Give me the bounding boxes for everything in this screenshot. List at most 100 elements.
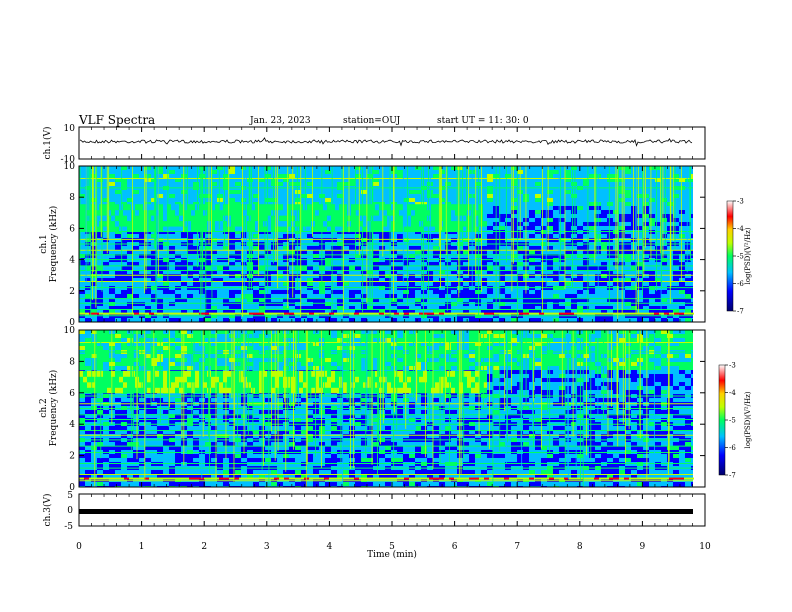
spectrogram-cell xyxy=(607,222,613,226)
emission-band-cell xyxy=(243,220,247,227)
spectrogram-cell xyxy=(451,246,457,250)
spectrogram-cell xyxy=(475,250,481,254)
spectrogram-cell xyxy=(601,310,607,314)
spectrogram-cell xyxy=(559,234,565,238)
spectrogram-cell xyxy=(151,178,157,182)
spectrogram-cell xyxy=(325,166,331,170)
emission-band-cell xyxy=(483,220,487,227)
spectrogram-cell xyxy=(103,190,109,194)
emission-band-cell xyxy=(443,226,447,233)
spectrogram-cell xyxy=(499,214,505,218)
spectrogram-cell xyxy=(103,194,109,198)
spectrogram-cell xyxy=(547,218,553,222)
spectrogram-cell xyxy=(223,190,229,194)
emission-band-cell xyxy=(267,209,271,216)
spectrogram-cell xyxy=(571,238,577,242)
spectrogram-cell xyxy=(349,190,355,194)
spectrogram-cell xyxy=(247,310,253,314)
emission-band-cell xyxy=(475,215,479,222)
emission-band-cell xyxy=(127,215,131,222)
emission-band-cell xyxy=(391,226,395,233)
spectrogram-cell xyxy=(409,290,415,294)
spectrogram-cell xyxy=(649,250,655,254)
spectrogram-cell xyxy=(637,206,643,210)
spectrogram-cell xyxy=(109,266,115,270)
spectrogram-cell xyxy=(211,174,217,178)
spectrogram-cell xyxy=(85,442,91,446)
emission-band-cell xyxy=(331,209,335,216)
spectrogram-cell xyxy=(205,278,211,282)
spectrogram-cell xyxy=(331,274,337,278)
spectrogram-cell xyxy=(229,178,235,182)
spectrogram-cell xyxy=(505,262,511,266)
emission-band-cell xyxy=(127,220,131,227)
spectrogram-cell xyxy=(295,202,301,206)
spectrogram-cell xyxy=(91,470,97,474)
spectrogram-cell xyxy=(409,270,415,274)
spectrogram-cell xyxy=(403,170,409,174)
emission-band-cell xyxy=(123,215,127,222)
emission-band-cell xyxy=(287,220,291,227)
emission-band-cell xyxy=(103,215,107,222)
spectrogram-cell xyxy=(433,174,439,178)
spectrogram-cell xyxy=(121,266,127,270)
emission-band-cell xyxy=(127,204,131,211)
spectrogram-cell xyxy=(325,266,331,270)
emission-band-cell xyxy=(483,215,487,222)
spectrogram-cell xyxy=(91,454,97,458)
spectrogram-cell xyxy=(583,234,589,238)
spectrogram-cell xyxy=(103,198,109,202)
spectrogram-cell xyxy=(571,170,577,174)
emission-band-cell xyxy=(179,220,183,227)
spectrogram-cell xyxy=(103,202,109,206)
emission-band-cell xyxy=(135,220,139,227)
spectrogram-cell xyxy=(553,234,559,238)
emission-band-cell xyxy=(283,220,287,227)
spectrogram-cell xyxy=(409,266,415,270)
spectrogram-cell xyxy=(85,338,91,342)
spectrogram-cell xyxy=(97,166,103,170)
spectrogram-cell xyxy=(661,250,667,254)
spectrogram-cell xyxy=(163,266,169,270)
spectrogram-cell xyxy=(205,290,211,294)
spectrogram-cell xyxy=(259,198,265,202)
spectrogram-cell xyxy=(589,250,595,254)
emission-band-cell xyxy=(463,215,467,222)
spectrogram-cell xyxy=(259,194,265,198)
spectrogram-cell xyxy=(463,198,469,202)
emission-band-cell xyxy=(311,209,315,216)
spectrogram-cell xyxy=(223,170,229,174)
spectrogram-cell xyxy=(661,270,667,274)
y-tick-label: 2 xyxy=(69,287,75,297)
emission-band-cell xyxy=(419,204,423,211)
spectrogram-cell xyxy=(79,362,85,366)
spectrogram-cell xyxy=(601,278,607,282)
spectrogram-cell xyxy=(625,310,631,314)
spectrogram-cell xyxy=(307,182,313,186)
emission-band-cell xyxy=(355,209,359,216)
spectrogram-cell xyxy=(445,190,451,194)
spectrogram-cell xyxy=(355,310,361,314)
spectrogram-cell xyxy=(127,270,133,274)
spectrogram-cell xyxy=(253,318,259,322)
spectrogram-cell xyxy=(547,238,553,242)
spectrogram-cell xyxy=(391,282,397,286)
spectrogram-cell xyxy=(637,302,643,306)
emission-band-cell xyxy=(171,204,175,211)
spectrogram-cell xyxy=(637,170,643,174)
spectrogram-cell xyxy=(589,302,595,306)
spectrogram-cell xyxy=(565,190,571,194)
spectrogram-cell xyxy=(103,174,109,178)
spectrogram-cell xyxy=(559,194,565,198)
emission-band-cell xyxy=(87,215,91,222)
low-freq-strip xyxy=(144,312,149,315)
spectrogram-cell xyxy=(163,306,169,310)
spectrogram-cell xyxy=(301,282,307,286)
spectrogram-cell xyxy=(673,270,679,274)
spectrogram-cell xyxy=(223,182,229,186)
low-freq-strip xyxy=(579,312,584,315)
spectrogram-cell xyxy=(607,246,613,250)
spectrogram-cell xyxy=(163,262,169,266)
spectrogram-cell xyxy=(625,250,631,254)
